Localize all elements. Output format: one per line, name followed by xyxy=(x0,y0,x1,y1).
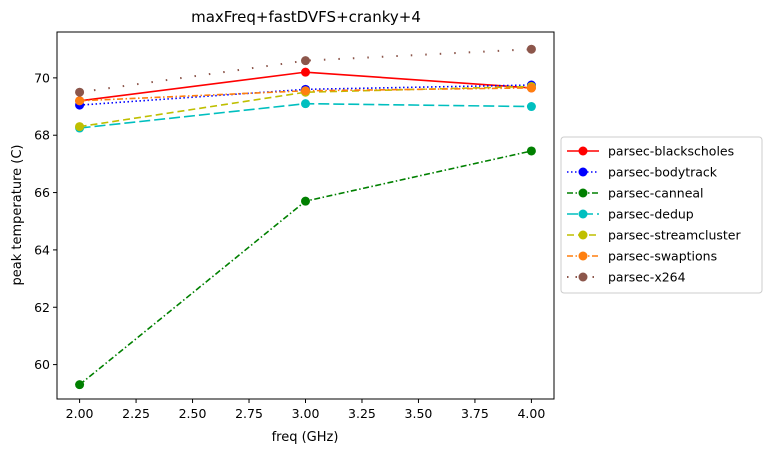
y-axis-label: peak temperature (C) xyxy=(10,145,25,286)
chart-title: maxFreq+fastDVFS+cranky+4 xyxy=(191,8,421,26)
legend-entry: parsec-canneal xyxy=(567,186,704,201)
x-tick-label: 4.00 xyxy=(517,406,545,421)
data-point xyxy=(526,83,536,93)
series-parsec-dedup xyxy=(75,99,536,133)
legend-entry: parsec-x264 xyxy=(567,270,686,285)
series-parsec-swaptions xyxy=(75,83,536,106)
legend: parsec-blackscholes parsec-bodytrack parse… xyxy=(560,136,763,294)
data-point xyxy=(75,96,85,106)
x-tick-label: 2.00 xyxy=(66,406,94,421)
data-point xyxy=(301,99,310,109)
series-line xyxy=(79,84,532,106)
data-point xyxy=(526,146,536,156)
legend-label: parsec-dedup xyxy=(608,207,694,222)
series-line xyxy=(79,150,532,386)
legend-entry: parsec-bodytrack xyxy=(567,165,718,180)
legend-label: parsec-bodytrack xyxy=(608,165,718,180)
data-point xyxy=(75,87,85,97)
y-tick-label: 70 xyxy=(34,70,50,85)
legend-marker xyxy=(578,272,588,282)
x-tick-label: 3.25 xyxy=(348,406,376,421)
legend-marker xyxy=(578,209,588,219)
legend-entry: parsec-swaptions xyxy=(567,249,717,264)
y-tick-label: 62 xyxy=(34,300,50,315)
legend-label: parsec-swaptions xyxy=(608,249,717,264)
y-tick-label: 68 xyxy=(34,128,50,143)
legend-entry: parsec-dedup xyxy=(567,207,694,222)
legend-marker xyxy=(578,230,588,240)
y-tick-label: 66 xyxy=(34,185,50,200)
legend-label: parsec-streamcluster xyxy=(608,228,741,243)
y-tick-label: 64 xyxy=(34,242,50,257)
data-point xyxy=(75,380,85,390)
data-point xyxy=(301,56,310,66)
x-tick-label: 2.75 xyxy=(235,406,263,421)
legend-entry: parsec-streamcluster xyxy=(567,228,741,243)
legend-marker xyxy=(578,251,588,261)
legend-label: parsec-canneal xyxy=(608,186,704,201)
x-tick-label: 2.50 xyxy=(179,406,207,421)
legend-marker xyxy=(578,146,588,156)
data-point xyxy=(301,86,310,96)
legend-label: parsec-x264 xyxy=(608,270,686,285)
data-point xyxy=(301,67,310,77)
legend-marker xyxy=(578,167,588,177)
data-point xyxy=(301,196,310,206)
legend-box xyxy=(560,136,763,294)
data-point xyxy=(526,102,536,112)
x-tick-label: 3.50 xyxy=(405,406,433,421)
series-parsec-canneal xyxy=(75,146,536,390)
x-tick-label: 3.75 xyxy=(461,406,489,421)
x-axis-label: freq (GHz) xyxy=(272,430,339,445)
legend-label: parsec-blackscholes xyxy=(608,144,734,159)
x-tick-label: 2.25 xyxy=(122,406,150,421)
x-tick-label: 3.00 xyxy=(292,406,320,421)
series-parsec-x264 xyxy=(75,44,536,97)
data-point xyxy=(526,44,536,54)
legend-marker xyxy=(578,188,588,198)
data-point xyxy=(75,122,85,132)
y-tick-label: 60 xyxy=(34,357,50,372)
legend-entry: parsec-blackscholes xyxy=(567,144,734,159)
